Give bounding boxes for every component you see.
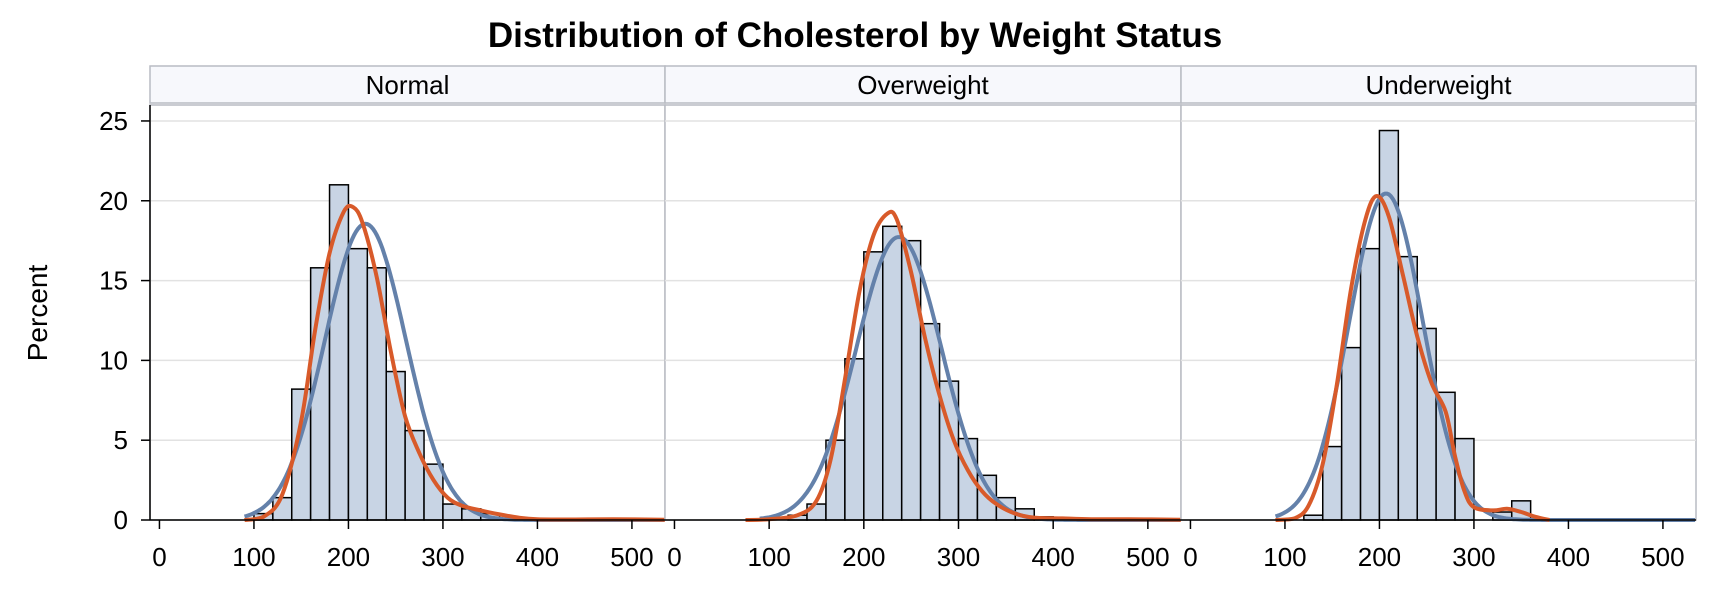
x-tick-label: 200 (1358, 542, 1401, 572)
histogram-bar (1416, 327, 1437, 521)
histogram-bar (1340, 346, 1362, 521)
panel-header-label: Overweight (857, 70, 989, 100)
histogram-bar (1359, 247, 1381, 521)
x-axes: 0 100 200 300 400 500 0 100 200 300 400 500 0 100 200 3… (150, 519, 1696, 572)
panel-normal: Normal (149, 65, 666, 522)
x-tick-label: 100 (1263, 542, 1306, 572)
y-tick-label: 5 (114, 425, 128, 455)
x-tick-label: 200 (327, 542, 370, 572)
x-tick-label: 500 (610, 542, 653, 572)
histogram-bar (882, 225, 903, 521)
histogram-bar (385, 370, 406, 521)
histogram-bar (900, 239, 922, 521)
kernel-density-curve (244, 203, 666, 522)
panel-header-label: Underweight (1366, 70, 1513, 100)
x-tick-label: 400 (516, 542, 559, 572)
x-tick-label: 500 (1126, 542, 1169, 572)
x-tick-label: 400 (1547, 542, 1590, 572)
y-tick-label: 15 (99, 266, 128, 296)
x-tick-label: 200 (842, 542, 885, 572)
y-tick-label: 10 (99, 345, 128, 375)
x-axis-underweight: 0 100 200 300 400 500 (1181, 519, 1696, 572)
histogram-bar (1454, 437, 1475, 521)
x-tick-label: 500 (1641, 542, 1684, 572)
x-tick-label: 300 (421, 542, 464, 572)
x-tick-label: 0 (152, 542, 166, 572)
y-tick-label: 25 (99, 106, 128, 136)
y-tick-label: 0 (114, 505, 128, 535)
histogram-bar (863, 251, 884, 521)
histogram-bar (328, 184, 350, 521)
panel-header (149, 65, 666, 104)
panels-group: Normal Overweight Underweight (149, 65, 1697, 522)
panel-underweight: Underweight (1180, 65, 1697, 522)
x-tick-label: 0 (667, 542, 681, 572)
y-tick-label: 20 (99, 186, 128, 216)
x-tick-label: 100 (232, 542, 275, 572)
histogram-bar (347, 247, 369, 521)
chart-title: Distribution of Cholesterol by Weight St… (488, 16, 1222, 55)
x-tick-label: 0 (1183, 542, 1197, 572)
histogram-bar (1378, 129, 1400, 521)
kernel-density-curve (745, 209, 1182, 522)
panel-header (1180, 65, 1697, 104)
x-axis-overweight: 0 100 200 300 400 500 (665, 519, 1181, 572)
x-tick-label: 300 (1452, 542, 1495, 572)
x-tick-label: 300 (937, 542, 980, 572)
panel-overweight: Overweight (664, 65, 1182, 522)
panel-header-label: Normal (366, 70, 450, 100)
kernel-density-curve (1275, 194, 1550, 522)
x-tick-label: 400 (1031, 542, 1074, 572)
x-tick-label: 100 (747, 542, 790, 572)
x-axis-normal: 0 100 200 300 400 500 (150, 519, 665, 572)
y-axis: 0 5 10 15 20 25 (99, 105, 151, 535)
panel-header (664, 65, 1182, 104)
y-axis-label: Percent (22, 265, 53, 362)
